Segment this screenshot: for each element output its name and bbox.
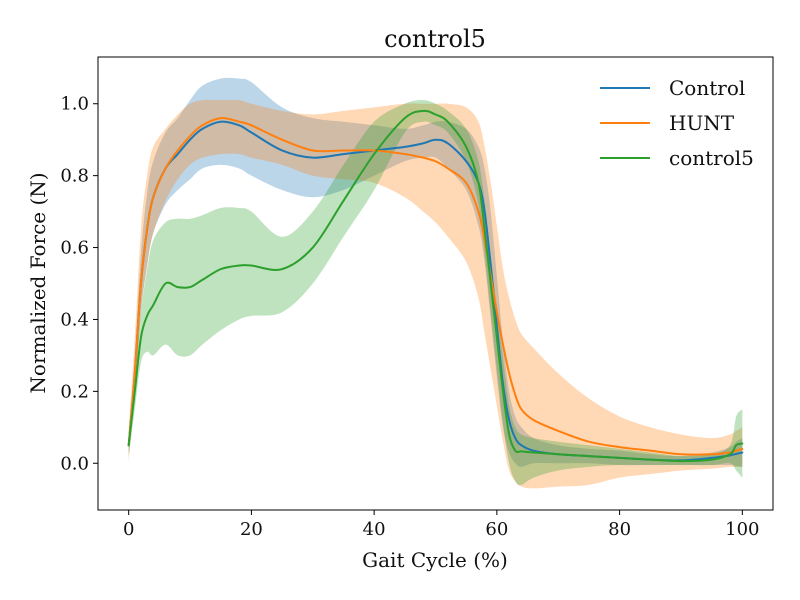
y-tick-label: 1.0 <box>60 94 89 115</box>
y-axis-label: Normalized Force (N) <box>26 172 50 393</box>
x-axis-label: Gait Cycle (%) <box>362 548 508 572</box>
x-axis: 0 20 40 60 80 100 <box>123 510 759 540</box>
y-axis: 0.0 0.2 0.4 0.6 0.8 1.0 <box>60 94 98 474</box>
x-tick-label: 80 <box>608 519 631 540</box>
legend-label-hunt: HUNT <box>669 111 735 135</box>
y-tick-label: 0.2 <box>60 381 89 402</box>
x-tick-label: 40 <box>363 519 386 540</box>
legend: Control HUNT control5 <box>600 76 754 170</box>
series-lines <box>127 109 744 463</box>
line-control5 <box>127 109 744 463</box>
legend-label-control: Control <box>669 76 745 100</box>
x-tick-label: 20 <box>240 519 263 540</box>
x-tick-label: 60 <box>485 519 508 540</box>
y-tick-label: 0.4 <box>60 309 89 330</box>
y-tick-label: 0.0 <box>60 453 89 474</box>
plot-frame <box>97 56 774 511</box>
band-control5 <box>128 100 743 486</box>
chart-title: control5 <box>384 25 486 53</box>
y-tick-label: 0.6 <box>60 238 89 259</box>
line-hunt <box>127 117 744 456</box>
legend-label-control5: control5 <box>669 146 754 170</box>
band-control <box>128 77 743 467</box>
x-tick-label: 100 <box>725 519 759 540</box>
y-tick-label: 0.8 <box>60 166 89 187</box>
x-tick-label: 0 <box>123 519 134 540</box>
